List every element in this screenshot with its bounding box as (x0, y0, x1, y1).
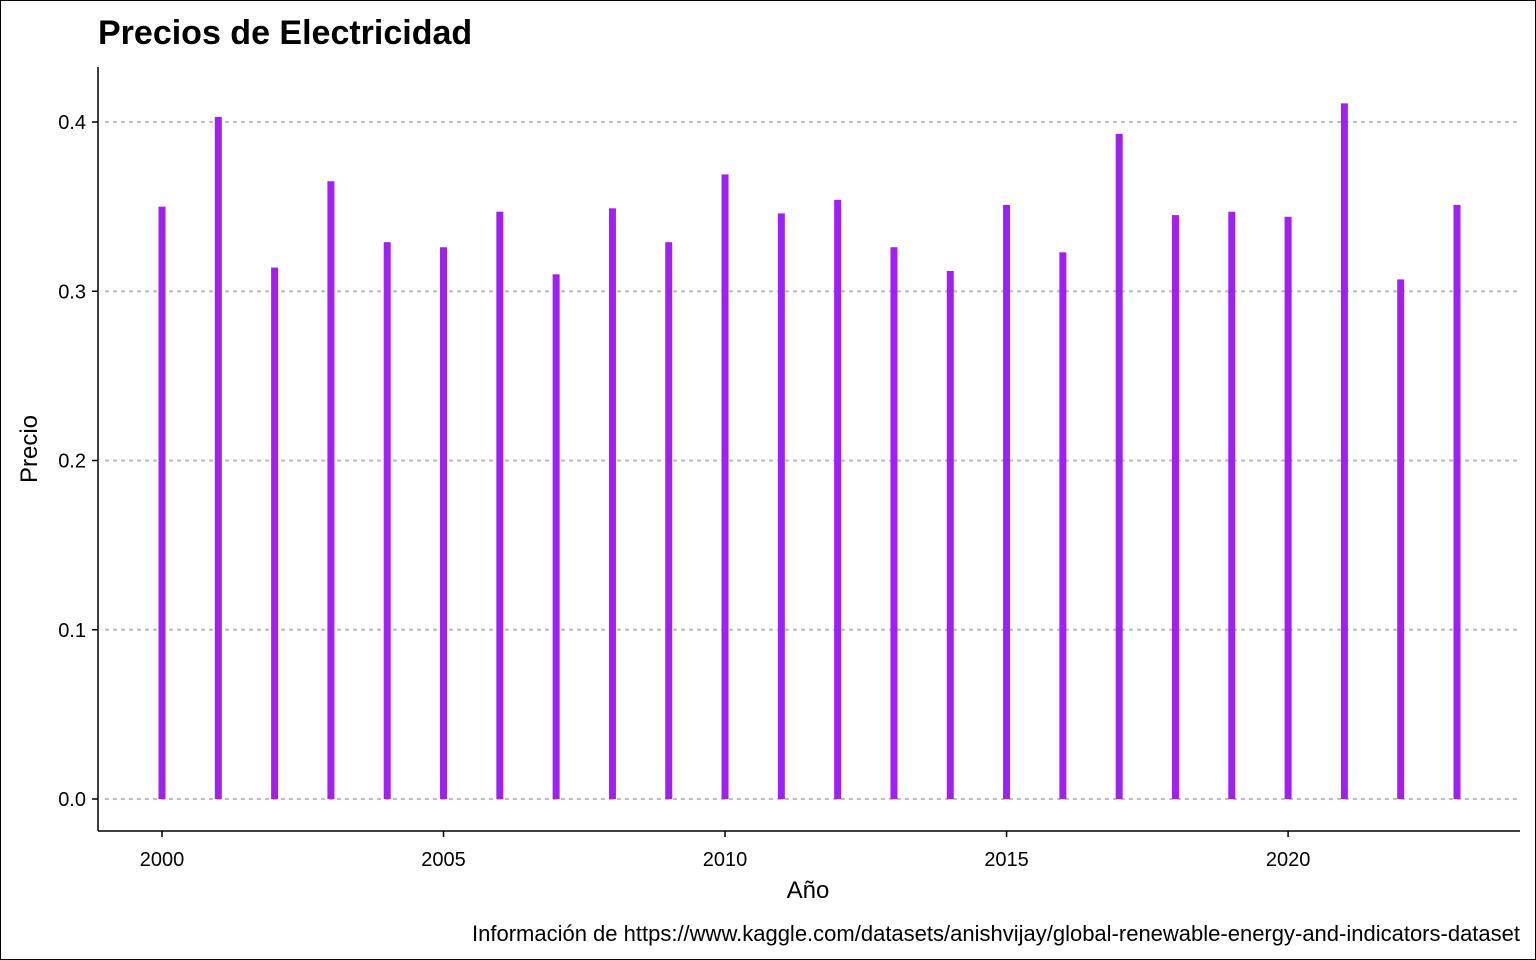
bar-2006 (496, 211, 504, 799)
bar-2021 (1340, 103, 1348, 799)
bars (158, 103, 1461, 800)
bar-2002 (271, 267, 279, 799)
bar-2001 (214, 116, 222, 800)
y-tick-label: 0.0 (58, 789, 86, 811)
bar-2020 (1284, 216, 1292, 799)
bar-2010 (721, 174, 729, 799)
bar-2016 (1059, 252, 1067, 799)
x-tick-label: 2010 (703, 849, 748, 871)
bar-2014 (946, 270, 954, 799)
axes (92, 67, 1520, 837)
bar-2003 (327, 181, 335, 800)
bar-2004 (383, 242, 391, 800)
bar-2019 (1228, 211, 1236, 799)
bar-2007 (552, 274, 560, 799)
bar-2011 (777, 213, 785, 799)
bar-2000 (158, 206, 166, 799)
y-tick-label: 0.4 (58, 112, 86, 134)
chart-title: Precios de Electricidad (98, 14, 472, 52)
x-tick-label: 2015 (984, 849, 1029, 871)
x-tick-label: 2005 (421, 849, 466, 871)
bar-2018 (1171, 215, 1179, 799)
bar-2012 (834, 199, 842, 800)
bar-2009 (665, 242, 673, 800)
x-tick-label: 2020 (1266, 849, 1311, 871)
tick-labels: 0.0 0.1 0.2 0.3 0.4 2000 2005 2010 2015 2020 (58, 112, 1310, 871)
x-axis-label: Año (787, 877, 830, 904)
bar-2005 (440, 247, 448, 799)
bar-2015 (1003, 204, 1011, 799)
y-tick-label: 0.1 (58, 620, 86, 642)
x-tick-label: 2000 (140, 849, 185, 871)
chart-caption: Información de https://www.kaggle.com/da… (472, 921, 1520, 946)
y-tick-label: 0.2 (58, 451, 86, 473)
bar-2017 (1115, 133, 1123, 799)
grid-lines (104, 120, 1522, 801)
bar-2008 (608, 208, 616, 799)
y-axis-label: Precio (16, 415, 43, 483)
y-tick-label: 0.3 (58, 281, 86, 303)
bar-2022 (1397, 279, 1405, 800)
bar-2023 (1453, 204, 1461, 799)
bar-2013 (890, 247, 898, 799)
